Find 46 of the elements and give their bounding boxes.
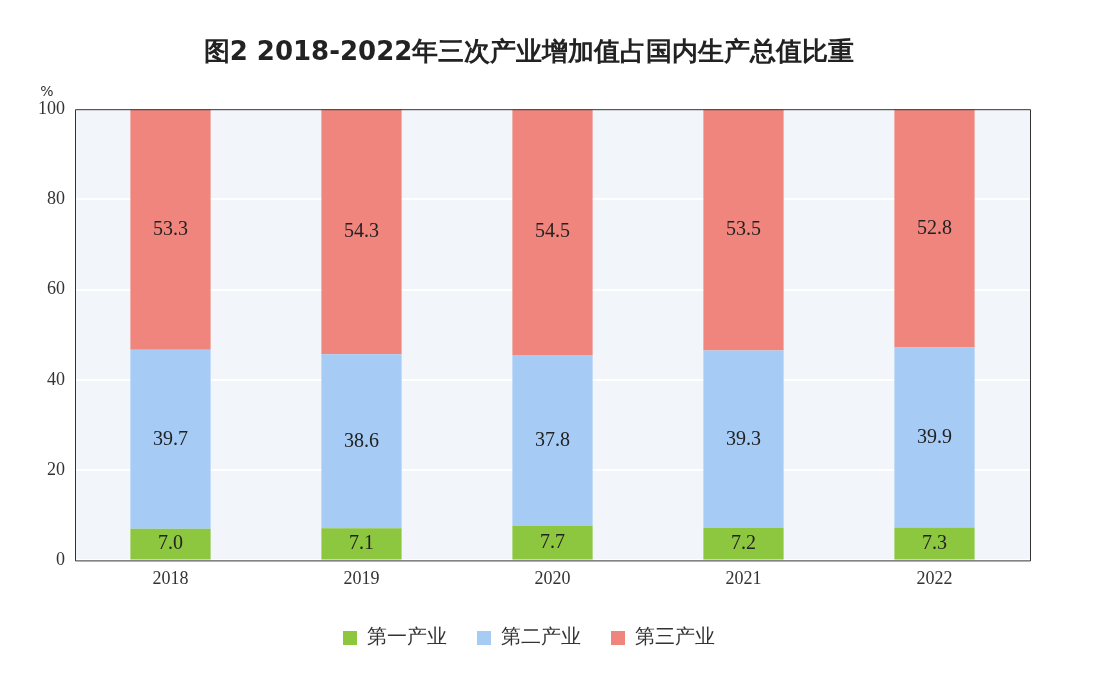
y-tick-label: 20 xyxy=(47,458,65,479)
data-label: 54.3 xyxy=(344,218,379,241)
data-label: 7.1 xyxy=(349,531,374,554)
bar xyxy=(321,354,402,529)
bar xyxy=(321,528,402,560)
bar xyxy=(894,347,975,528)
y-tick-label: 60 xyxy=(47,278,65,299)
bar xyxy=(512,355,593,526)
chart-title: 图2 2018-2022年三次产业增加值占国内生产总值比重 xyxy=(203,36,855,67)
y-axis-title: % xyxy=(40,82,54,99)
bar xyxy=(703,109,784,351)
legend-label: 第三产业 xyxy=(635,624,715,649)
data-label: 39.9 xyxy=(917,424,952,447)
bar xyxy=(130,109,211,350)
legend-label: 第一产业 xyxy=(367,624,447,649)
bar xyxy=(703,350,784,528)
y-tick-label: 0 xyxy=(56,549,65,570)
data-label: 37.8 xyxy=(535,427,570,450)
data-label: 39.3 xyxy=(726,426,761,449)
data-label: 39.7 xyxy=(153,426,188,449)
y-tick-label: 80 xyxy=(47,188,65,209)
bar xyxy=(894,527,975,560)
data-label: 53.5 xyxy=(726,217,761,240)
x-tick-label: 2020 xyxy=(534,567,571,588)
data-label: 53.3 xyxy=(153,216,188,239)
data-label: 7.2 xyxy=(731,530,756,553)
x-tick-label: 2022 xyxy=(916,567,953,588)
bar xyxy=(703,527,784,560)
bar xyxy=(130,528,211,560)
data-label: 7.0 xyxy=(158,531,183,554)
data-label: 7.7 xyxy=(540,529,565,552)
x-tick-label: 2018 xyxy=(152,567,189,588)
legend-label: 第二产业 xyxy=(501,624,581,649)
bar xyxy=(512,525,593,560)
x-tick-label: 2021 xyxy=(725,567,762,588)
data-label: 7.3 xyxy=(922,530,947,553)
data-label: 52.8 xyxy=(917,215,952,238)
bar xyxy=(512,109,593,356)
y-tick-label: 100 xyxy=(38,97,65,118)
data-label: 38.6 xyxy=(344,428,379,451)
bar xyxy=(130,349,211,529)
bar xyxy=(321,109,402,355)
x-tick-label: 2019 xyxy=(343,567,380,588)
bar xyxy=(894,109,975,348)
y-tick-label: 40 xyxy=(47,368,65,389)
data-label: 54.5 xyxy=(535,219,570,242)
